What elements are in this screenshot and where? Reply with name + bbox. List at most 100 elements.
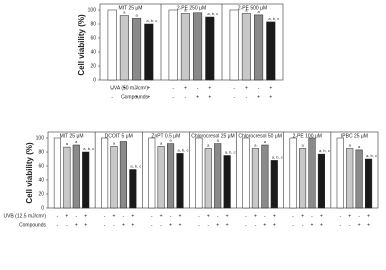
bar [336, 137, 344, 209]
condition-sign: - [292, 213, 294, 219]
condition-sign: + [273, 222, 276, 228]
condition-sign: + [113, 213, 116, 219]
condition-sign: - [66, 222, 68, 228]
condition-sign: + [226, 213, 229, 219]
significance-label: a [217, 138, 220, 143]
bar [195, 137, 203, 209]
condition-sign: + [135, 94, 138, 100]
condition-sign: + [348, 213, 351, 219]
condition-sign: - [111, 85, 113, 91]
condition-sign: + [367, 222, 370, 228]
significance-label: a [264, 139, 267, 144]
condition-sign: - [311, 213, 313, 219]
y-tick-label: 100 [36, 135, 45, 141]
condition-sign: + [196, 94, 199, 100]
condition-sign: - [358, 213, 360, 219]
bar [107, 9, 117, 81]
bar [346, 148, 354, 209]
condition-sign: + [131, 222, 134, 228]
bar [180, 13, 190, 81]
bar [299, 148, 307, 209]
significance-label: a, b, c [225, 150, 236, 155]
condition-label: Compounds [121, 94, 148, 100]
condition-sign: - [111, 94, 113, 100]
condition-sign: + [245, 85, 248, 91]
y-tick-label: 100 [88, 7, 97, 13]
condition-sign: - [124, 94, 126, 100]
condition-sign: - [172, 85, 174, 91]
bar [110, 146, 118, 209]
significance-label: a [113, 140, 116, 145]
condition-sign: + [207, 213, 210, 219]
bar [308, 137, 316, 209]
y-tick-label: 80 [38, 149, 44, 155]
condition-sign: - [197, 85, 199, 91]
group-label: 2-PE 100 μM [293, 133, 322, 139]
significance-label: a [245, 8, 248, 13]
y-tick-label: 40 [38, 177, 44, 183]
plot-frame [47, 131, 379, 209]
condition-sign: + [179, 213, 182, 219]
condition-sign: + [147, 85, 150, 91]
significance-label: a [184, 8, 187, 13]
bar [270, 160, 278, 209]
condition-sign: + [263, 222, 266, 228]
group-label: 2-PE 500 μM [238, 5, 267, 11]
condition-sign: - [151, 213, 153, 219]
significance-label: a [207, 143, 210, 148]
condition-sign: + [254, 213, 257, 219]
condition-label: UVA (50 mJ/cm²) [110, 85, 148, 91]
condition-sign: - [246, 94, 248, 100]
significance-label: a [349, 143, 352, 148]
y-tick-label: 20 [90, 63, 96, 69]
condition-sign: - [207, 222, 209, 228]
bar [148, 137, 156, 209]
group-label: DCOIT 5 μM [105, 133, 133, 139]
condition-sign: + [147, 94, 150, 100]
condition-sign: + [269, 85, 272, 91]
condition-sign: - [185, 94, 187, 100]
condition-sign: - [104, 213, 106, 219]
group-label: MIT 25 μM [60, 133, 84, 139]
condition-sign: + [123, 85, 126, 91]
bar [204, 148, 212, 209]
bar [53, 137, 61, 209]
group-label: ZnPT 0.5 μM [151, 133, 180, 139]
bar [176, 153, 184, 209]
condition-label: UVB (12.5 mJ/cm²) [3, 213, 46, 219]
significance-label: a [169, 138, 172, 143]
group-label: Chlorocresol 25 μM [191, 133, 234, 139]
condition-sign: - [302, 222, 304, 228]
bar [72, 144, 80, 209]
condition-sign: - [160, 222, 162, 228]
bar [229, 9, 239, 81]
condition-sign: + [65, 213, 68, 219]
condition-sign: - [198, 222, 200, 228]
significance-label: a, b, c [207, 11, 218, 16]
condition-sign: - [339, 222, 341, 228]
condition-sign: + [184, 85, 187, 91]
condition-sign: - [113, 222, 115, 228]
group-label: MIT 25 μM [119, 5, 143, 11]
condition-sign: - [258, 85, 260, 91]
condition-sign: + [269, 94, 272, 100]
condition-sign: - [292, 222, 294, 228]
bar [82, 151, 90, 209]
significance-label: a [123, 10, 126, 15]
bar [193, 12, 203, 81]
condition-sign: + [131, 213, 134, 219]
y-tick-label: 60 [90, 35, 96, 41]
significance-label: a [254, 143, 257, 148]
group-label: IPBC 25 μM [341, 133, 368, 139]
group-label: Chlorocresol 50 μM [238, 133, 281, 139]
condition-sign: - [57, 222, 59, 228]
y-tick-label: 0 [93, 77, 96, 83]
condition-sign: - [233, 94, 235, 100]
significance-label: a, b, c [83, 146, 94, 151]
significance-label: a [160, 140, 163, 145]
significance-label: a [135, 12, 138, 17]
condition-sign: + [320, 213, 323, 219]
condition-sign: + [160, 213, 163, 219]
bar [205, 16, 215, 81]
